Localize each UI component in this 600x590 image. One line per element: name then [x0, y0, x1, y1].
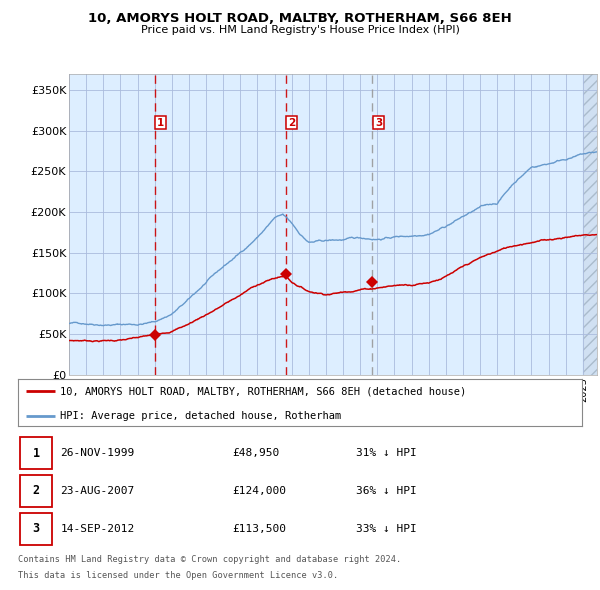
Text: £124,000: £124,000	[232, 486, 286, 496]
Text: 31% ↓ HPI: 31% ↓ HPI	[356, 448, 417, 458]
Text: Contains HM Land Registry data © Crown copyright and database right 2024.: Contains HM Land Registry data © Crown c…	[18, 555, 401, 563]
Text: 23-AUG-2007: 23-AUG-2007	[60, 486, 134, 496]
Text: 3: 3	[375, 117, 382, 127]
Text: 36% ↓ HPI: 36% ↓ HPI	[356, 486, 417, 496]
Text: HPI: Average price, detached house, Rotherham: HPI: Average price, detached house, Roth…	[60, 411, 341, 421]
Text: 2: 2	[288, 117, 295, 127]
Text: 1: 1	[157, 117, 164, 127]
Text: 26-NOV-1999: 26-NOV-1999	[60, 448, 134, 458]
Text: 3: 3	[32, 522, 40, 535]
Text: £113,500: £113,500	[232, 524, 286, 533]
FancyBboxPatch shape	[20, 513, 52, 545]
Text: This data is licensed under the Open Government Licence v3.0.: This data is licensed under the Open Gov…	[18, 571, 338, 579]
Text: Price paid vs. HM Land Registry's House Price Index (HPI): Price paid vs. HM Land Registry's House …	[140, 25, 460, 35]
Bar	[583, 74, 597, 375]
Text: 2: 2	[32, 484, 40, 497]
Text: 33% ↓ HPI: 33% ↓ HPI	[356, 524, 417, 533]
Text: 10, AMORYS HOLT ROAD, MALTBY, ROTHERHAM, S66 8EH: 10, AMORYS HOLT ROAD, MALTBY, ROTHERHAM,…	[88, 12, 512, 25]
Text: 14-SEP-2012: 14-SEP-2012	[60, 524, 134, 533]
Bar	[583, 74, 597, 375]
FancyBboxPatch shape	[20, 475, 52, 507]
Text: £48,950: £48,950	[232, 448, 280, 458]
Text: 1: 1	[32, 447, 40, 460]
FancyBboxPatch shape	[20, 437, 52, 469]
Text: 10, AMORYS HOLT ROAD, MALTBY, ROTHERHAM, S66 8EH (detached house): 10, AMORYS HOLT ROAD, MALTBY, ROTHERHAM,…	[60, 386, 467, 396]
